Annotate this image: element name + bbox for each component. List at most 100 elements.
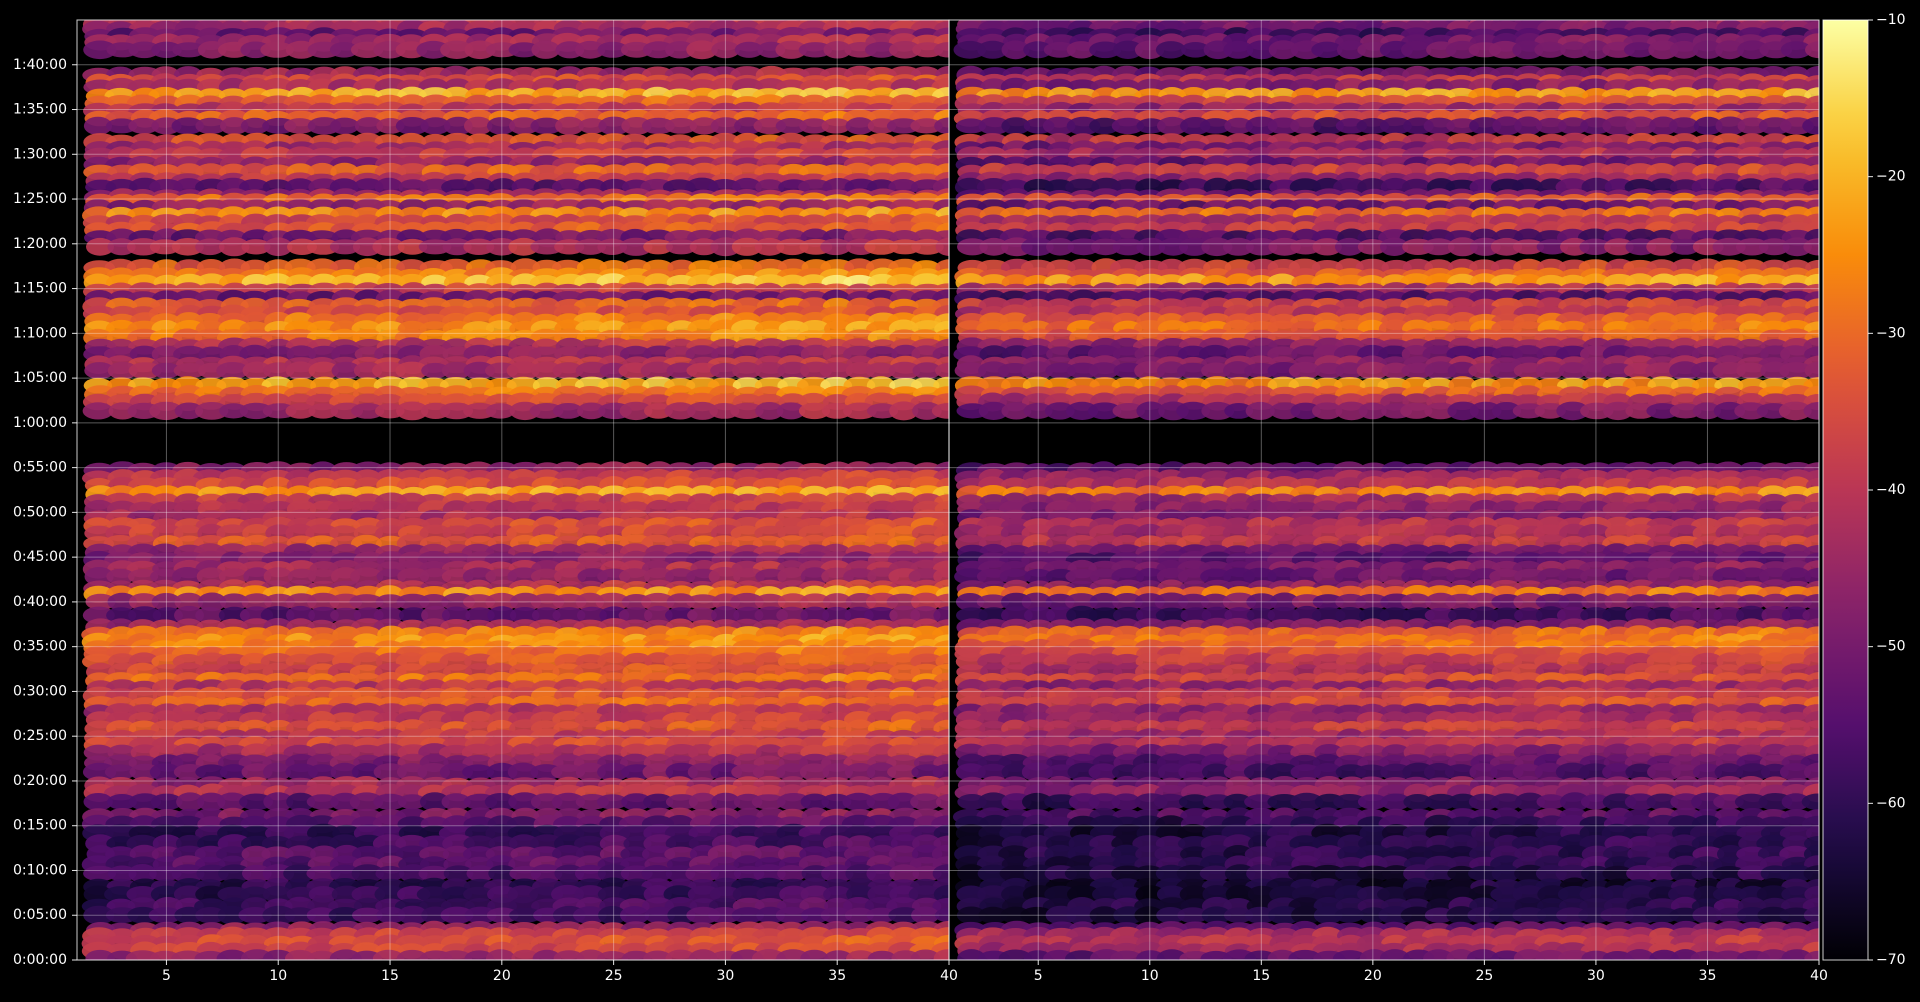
heatmap-cell <box>822 763 853 781</box>
heatmap-cell <box>285 763 318 781</box>
heatmap-cell <box>530 239 564 255</box>
heatmap-cell <box>643 793 674 810</box>
heatmap-cell <box>443 865 474 882</box>
heatmap-cell <box>107 361 138 380</box>
heatmap-cell <box>933 949 949 960</box>
heatmap-cell <box>732 362 761 380</box>
heatmap-cell <box>126 238 161 256</box>
heatmap-cell <box>485 403 515 419</box>
heatmap-cell <box>1267 117 1300 135</box>
heatmap-cell <box>1136 118 1166 134</box>
heatmap-cell <box>642 41 675 59</box>
heatmap-cell <box>552 403 584 419</box>
heatmap-cell <box>554 864 585 883</box>
heatmap-cell <box>442 238 472 256</box>
heatmap-cell <box>372 949 405 960</box>
heatmap-cell <box>485 592 519 611</box>
heatmap-cell <box>508 792 541 812</box>
heatmap-cell <box>307 238 340 255</box>
heatmap-cell <box>733 568 765 585</box>
heatmap-cell <box>887 764 919 780</box>
heatmap-cell <box>775 118 807 134</box>
heatmap-cell <box>619 401 653 421</box>
heatmap-cell <box>577 402 606 420</box>
heatmap-cell <box>1715 40 1744 60</box>
heatmap-cell <box>1649 116 1678 136</box>
heatmap-cell <box>464 116 493 136</box>
heatmap-cell <box>285 403 316 419</box>
heatmap-cell <box>800 606 830 624</box>
heatmap-cell <box>260 41 294 58</box>
heatmap-cell <box>148 907 182 924</box>
heatmap-cell <box>441 179 475 196</box>
heatmap-cell <box>911 592 941 612</box>
heatmap-cell <box>372 237 405 256</box>
heatmap-cell <box>1066 41 1097 59</box>
heatmap-cell <box>1580 117 1612 135</box>
heatmap-cell <box>912 362 942 379</box>
heatmap-cell <box>240 117 270 135</box>
heatmap-cell <box>953 40 987 59</box>
heatmap-cell <box>644 906 675 924</box>
heatmap-cell <box>399 864 428 883</box>
heatmap-cell <box>487 117 516 135</box>
heatmap-cell <box>242 361 272 380</box>
heatmap-cell <box>886 593 920 611</box>
heatmap-cell <box>822 593 852 611</box>
heatmap-cell <box>689 117 719 135</box>
heatmap-cell <box>551 792 586 811</box>
heatmap-cell <box>462 764 495 780</box>
heatmap-cell <box>756 906 785 924</box>
heatmap-cell <box>307 592 340 612</box>
heatmap-cell <box>217 792 248 812</box>
heatmap-cell <box>329 239 361 255</box>
heatmap-cell <box>731 237 763 256</box>
heatmap-cell <box>173 363 207 379</box>
heatmap-cell <box>1648 40 1679 60</box>
heatmap-cell <box>444 116 473 136</box>
heatmap-cell <box>555 116 584 135</box>
heatmap-cell <box>464 906 497 924</box>
heatmap-cell <box>195 238 225 256</box>
heatmap-cell <box>935 907 949 923</box>
heatmap-cell <box>398 794 427 810</box>
heatmap-cell <box>886 118 921 134</box>
heatmap-cell <box>888 361 921 380</box>
heatmap-cell <box>510 592 542 612</box>
heatmap-cell <box>507 762 539 782</box>
heatmap-cell <box>889 41 921 59</box>
heatmap-cell <box>552 362 584 379</box>
heatmap-cell <box>484 793 517 811</box>
heatmap-cell <box>195 402 229 420</box>
heatmap-cell <box>150 793 183 810</box>
heatmap-cell <box>416 40 451 59</box>
heatmap-cell <box>375 594 405 610</box>
heatmap-cell <box>174 906 204 924</box>
heatmap-cell <box>396 401 429 421</box>
heatmap-cell <box>331 361 361 380</box>
heatmap-cell <box>240 886 270 903</box>
heatmap-cell <box>598 906 627 925</box>
heatmap-cell <box>530 864 563 883</box>
heatmap-cell <box>306 794 339 810</box>
heatmap-cell <box>264 593 295 611</box>
heatmap-cell <box>83 865 117 882</box>
heatmap-cell <box>463 886 495 902</box>
heatmap-cell <box>619 885 652 904</box>
heatmap-cell <box>83 905 115 925</box>
heatmap-cell <box>283 864 316 883</box>
heatmap-cell <box>687 401 718 420</box>
heatmap-cell <box>1043 41 1076 58</box>
heatmap-cell <box>1157 116 1188 135</box>
heatmap-cell <box>823 41 852 59</box>
heatmap-cell <box>643 950 672 960</box>
heatmap-cell <box>977 40 1009 59</box>
heatmap-cell <box>799 763 830 781</box>
heatmap-cell <box>1245 116 1278 136</box>
heatmap-cell <box>824 950 853 960</box>
heatmap-cell <box>777 865 807 882</box>
heatmap-cell <box>216 949 248 960</box>
heatmap-cell <box>351 864 384 883</box>
heatmap-cell <box>509 907 543 923</box>
